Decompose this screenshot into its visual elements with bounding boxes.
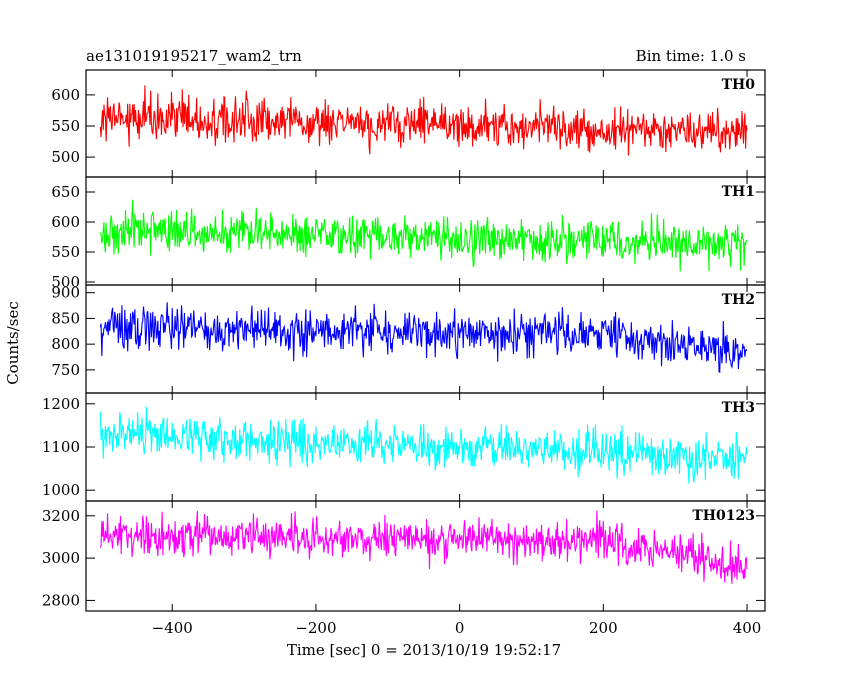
y-tick-label: 1000 bbox=[42, 481, 80, 499]
y-tick-label: 3200 bbox=[42, 507, 80, 525]
x-tick-label: −400 bbox=[152, 619, 193, 637]
y-tick-label: 3000 bbox=[42, 549, 80, 567]
chart-title-left: ae131019195217_wam2_trn bbox=[86, 47, 302, 65]
y-tick-label: 750 bbox=[51, 361, 80, 379]
y-tick-label: 1200 bbox=[42, 395, 80, 413]
y-tick-label: 800 bbox=[51, 335, 80, 353]
x-tick-label: 200 bbox=[589, 619, 618, 637]
x-axis-label: Time [sec] 0 = 2013/10/19 19:52:17 bbox=[287, 641, 561, 659]
y-tick-label: 650 bbox=[51, 183, 80, 201]
y-tick-label: 550 bbox=[51, 117, 80, 135]
series-line-th1 bbox=[99, 199, 748, 272]
x-tick-label: 0 bbox=[455, 619, 465, 637]
x-tick-label: −200 bbox=[295, 619, 336, 637]
x-tick-label: 400 bbox=[733, 619, 762, 637]
panels: 500 550 600 TH0 500 550 600 650 TH1 750 800 850 900 T… bbox=[42, 69, 766, 637]
y-tick-label: 600 bbox=[51, 86, 80, 104]
panel-th1: 500 550 600 650 TH1 bbox=[51, 176, 766, 291]
y-axis-label: Counts/sec bbox=[4, 301, 22, 385]
panel-frame bbox=[85, 500, 766, 612]
series-line-th3 bbox=[99, 406, 748, 484]
chart-title-right: Bin time: 1.0 s bbox=[636, 47, 746, 65]
y-tick-label: 850 bbox=[51, 309, 80, 327]
panel-th3: 1000 1100 1200 TH3 bbox=[42, 392, 766, 502]
y-tick-label: 2800 bbox=[42, 591, 80, 609]
panel-label: TH2 bbox=[722, 292, 755, 308]
y-tick-label: 550 bbox=[51, 243, 80, 261]
panel-th2: 750 800 850 900 TH2 bbox=[51, 284, 766, 394]
panel-label: TH0 bbox=[722, 77, 756, 93]
y-tick-label: 900 bbox=[51, 284, 80, 302]
panel-label: TH1 bbox=[722, 184, 755, 200]
y-tick-label: 600 bbox=[51, 213, 80, 231]
y-tick-label: 500 bbox=[51, 273, 80, 291]
panel-label: TH3 bbox=[722, 400, 755, 416]
y-tick-label: 500 bbox=[51, 148, 80, 166]
series-line-th0 bbox=[99, 85, 748, 156]
panel-th0: 500 550 600 TH0 bbox=[51, 69, 766, 178]
y-tick-label: 1100 bbox=[42, 438, 80, 456]
series-line-th0123 bbox=[99, 510, 748, 584]
panel-th0123: 2800 3000 3200 TH0123 bbox=[42, 500, 766, 612]
panel-label: TH0123 bbox=[692, 508, 755, 524]
series-line-th2 bbox=[99, 302, 748, 374]
